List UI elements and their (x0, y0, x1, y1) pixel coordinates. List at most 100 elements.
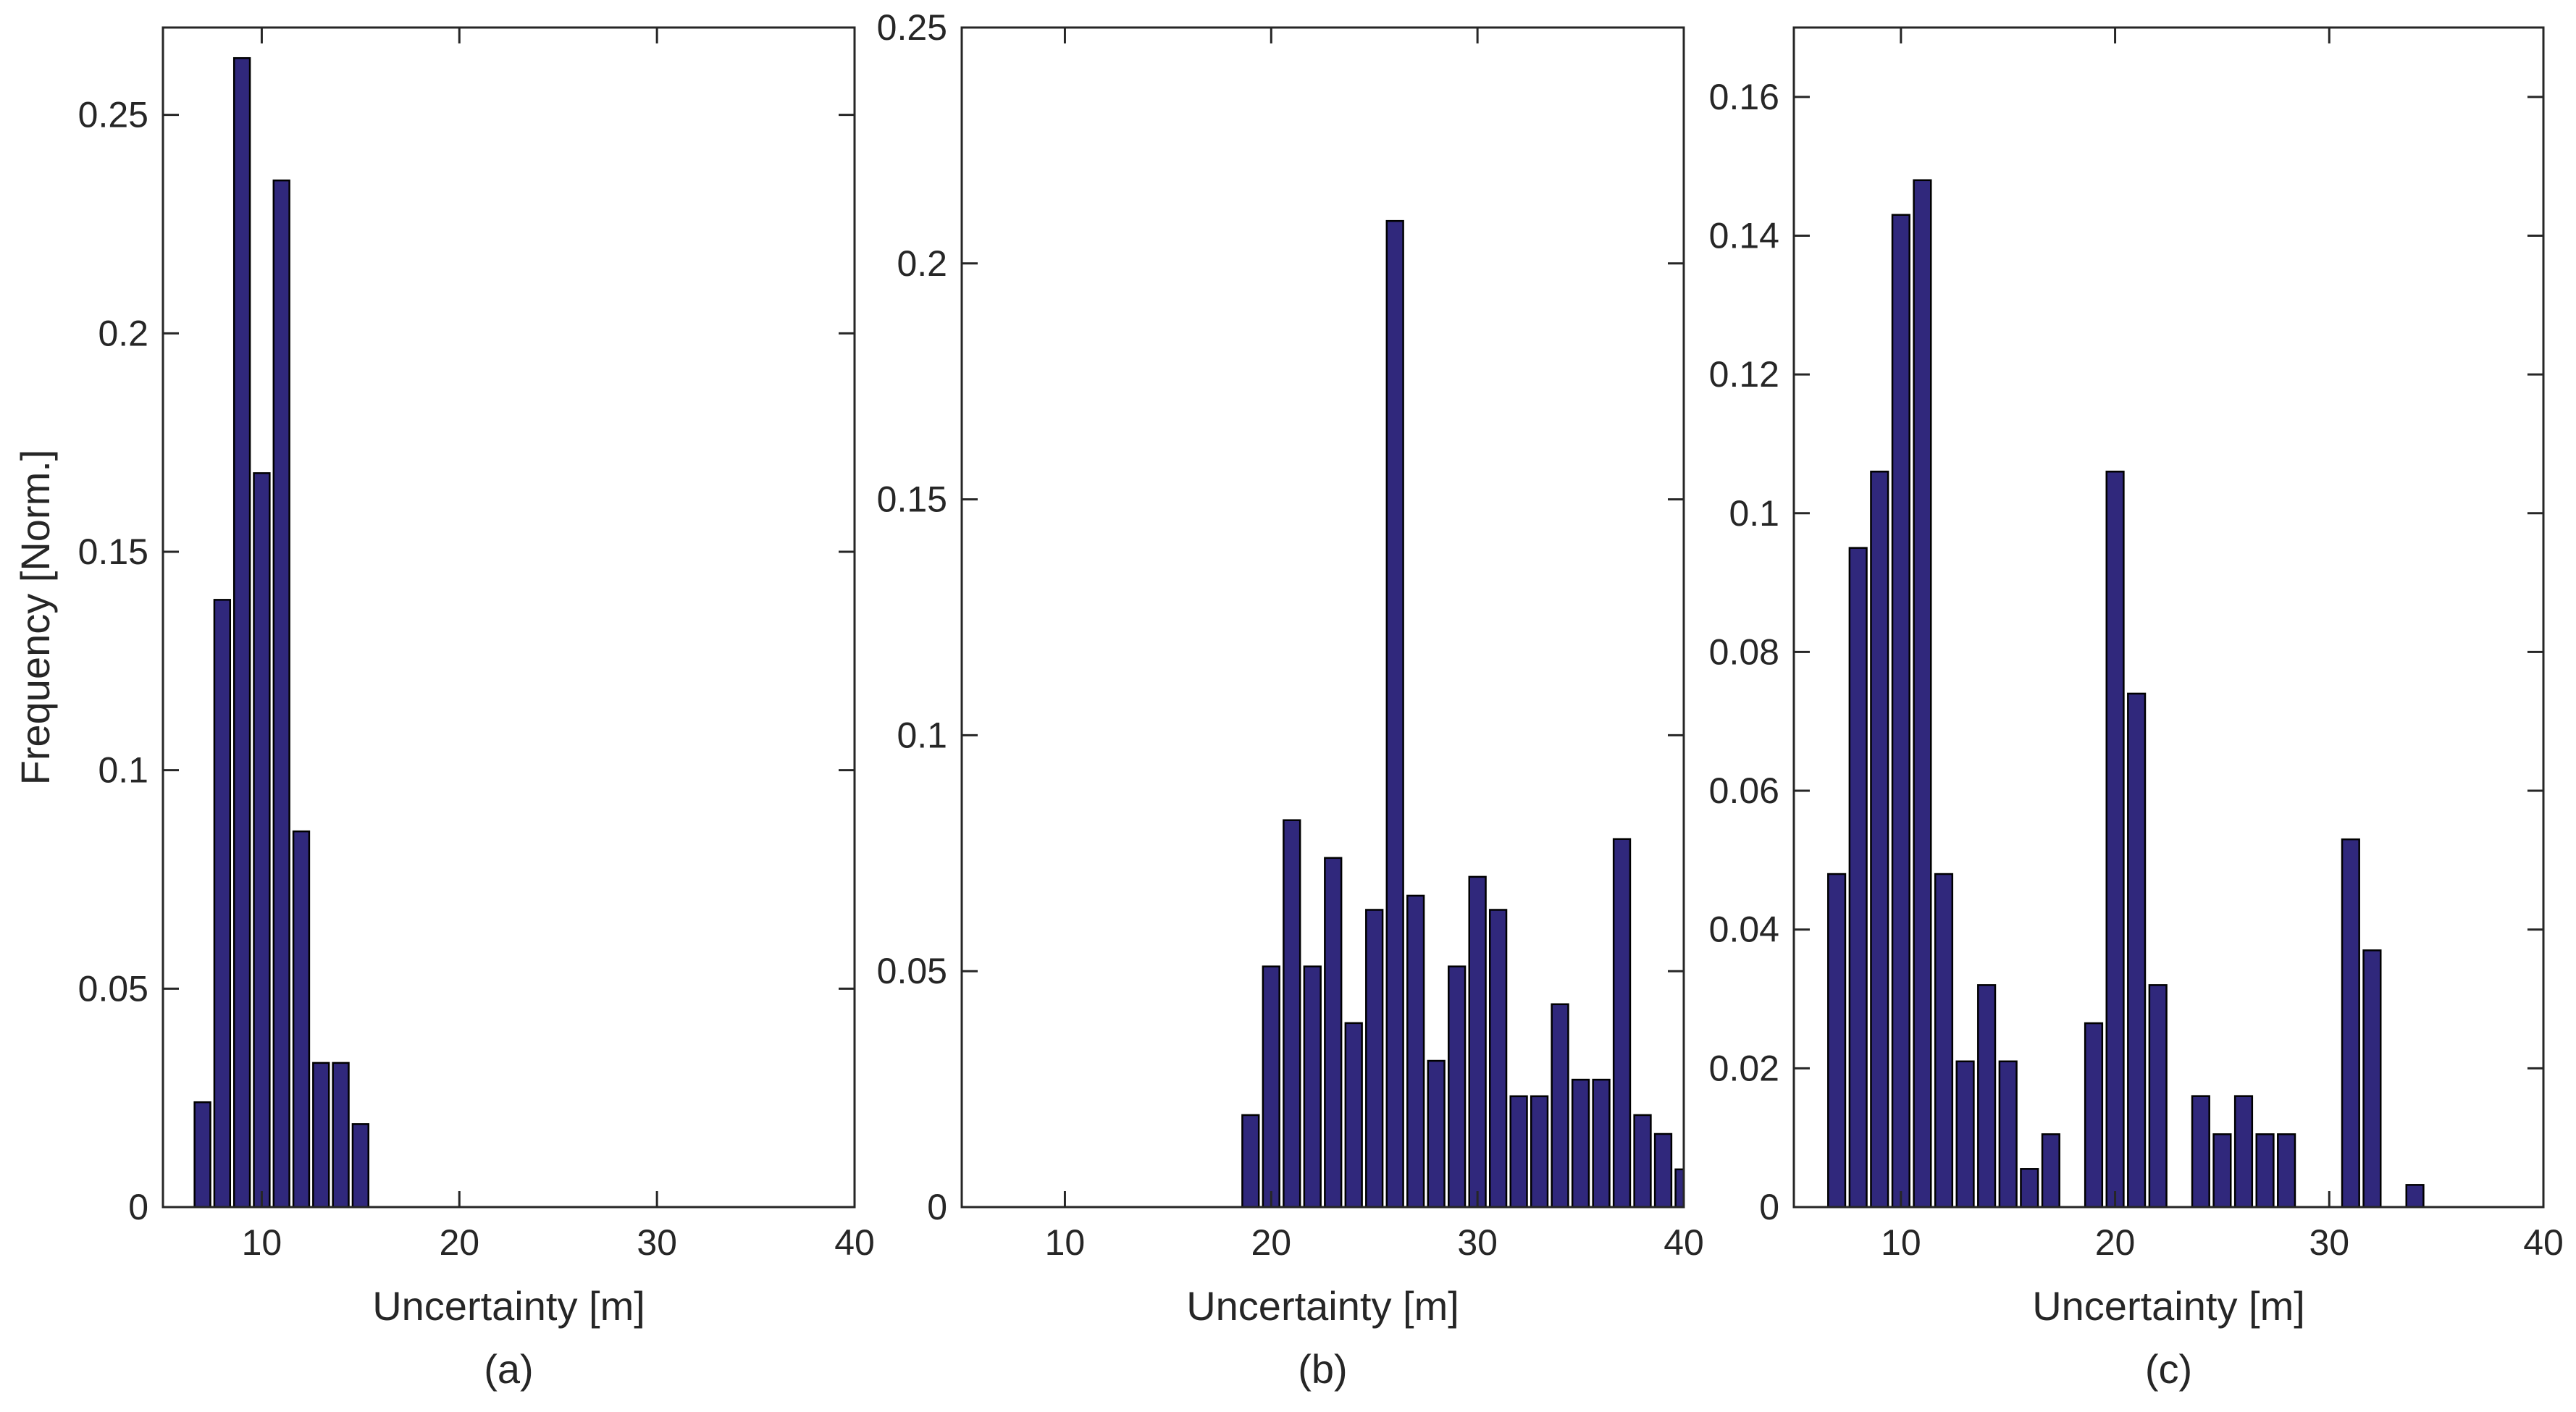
bar-b-39 (1653, 1132, 1673, 1209)
bar-c-15 (1998, 1060, 2018, 1209)
y-axis-label-a: Frequency [Norm.] (12, 450, 58, 786)
y-tick-label-c-2: 0.04 (1709, 909, 1779, 950)
bar-a-9 (232, 56, 251, 1209)
bar-c-14 (1977, 984, 1997, 1209)
y-tick-label-b-4: 0.2 (897, 243, 947, 284)
x-axis-label-a: Uncertainty [m] (372, 1283, 645, 1329)
bar-a-7 (193, 1101, 211, 1209)
chart-c: 10 20 30 40 0 0.02 0.04 0.06 0.08 0.1 0.12 0.14 0.16… (1709, 26, 2564, 1392)
y-tick-label-c-1: 0.02 (1709, 1048, 1779, 1088)
bar-c-20 (2105, 471, 2125, 1209)
x-axis-label-c: Uncertainty [m] (2032, 1283, 2305, 1329)
bar-c-34 (2405, 1184, 2425, 1209)
bar-a-10 (253, 472, 271, 1209)
x-tick-label-b-30: 30 (1457, 1222, 1498, 1263)
bar-a-12 (292, 830, 311, 1209)
y-tick-label-c-7: 0.14 (1709, 215, 1779, 256)
x-tick-label-c-40: 40 (2523, 1222, 2564, 1263)
chart-a: 10 20 30 40 0 0.05 0.1 0.15 0.2 0.25 Uncertainty [… (12, 26, 875, 1392)
bar-c-13 (1955, 1060, 1975, 1209)
bar-c-21 (2127, 692, 2147, 1209)
chart-b: 10 20 30 40 0 0.05 0.1 0.15 0.2 0.25 Uncertainty [… (877, 7, 1704, 1392)
bar-c-26 (2233, 1095, 2254, 1209)
bar-b-24 (1344, 1022, 1363, 1209)
bar-c-9 (1870, 471, 1889, 1209)
x-tick-label-a-30: 30 (637, 1222, 677, 1263)
bar-b-38 (1633, 1114, 1652, 1209)
x-tick-label-a-10: 10 (242, 1222, 282, 1263)
bar-c-10 (1891, 214, 1910, 1209)
x-tick-label-a-40: 40 (834, 1222, 875, 1263)
bar-c-28 (2277, 1133, 2296, 1209)
axes-frame-c (1792, 26, 2545, 1209)
bar-c-24 (2191, 1095, 2210, 1209)
bar-c-25 (2212, 1133, 2232, 1209)
bar-b-29 (1448, 965, 1467, 1209)
bar-b-36 (1592, 1078, 1611, 1209)
caption-b: (b) (1298, 1346, 1347, 1392)
bar-c-22 (2148, 984, 2168, 1209)
bar-a-13 (312, 1062, 330, 1209)
y-tick-label-c-6: 0.12 (1709, 354, 1779, 395)
bar-b-32 (1509, 1095, 1528, 1209)
bar-c-17 (2041, 1133, 2060, 1209)
bar-c-31 (2341, 838, 2360, 1209)
axes-frame-a (161, 26, 856, 1209)
y-tick-label-b-3: 0.15 (877, 479, 947, 520)
x-tick-label-c-30: 30 (2309, 1222, 2349, 1263)
y-tick-label-b-1: 0.05 (877, 951, 947, 991)
y-tick-label-c-5: 0.1 (1729, 493, 1779, 534)
bar-c-7 (1827, 873, 1847, 1209)
bar-a-8 (213, 599, 232, 1209)
bar-c-19 (2084, 1022, 2104, 1209)
bar-b-40 (1674, 1168, 1685, 1209)
bar-b-25 (1365, 909, 1384, 1209)
bar-b-19 (1241, 1114, 1260, 1209)
caption-a: (a) (484, 1346, 533, 1392)
bar-b-30 (1468, 875, 1487, 1209)
y-tick-label-a-4: 0.2 (98, 313, 148, 353)
bar-b-34 (1551, 1003, 1569, 1209)
x-tick-label-c-20: 20 (2095, 1222, 2136, 1263)
y-tick-label-b-2: 0.1 (897, 715, 947, 755)
bar-b-22 (1303, 965, 1322, 1209)
bar-c-8 (1848, 547, 1868, 1209)
caption-c: (c) (2145, 1346, 2192, 1392)
x-tick-label-a-20: 20 (439, 1222, 479, 1263)
y-tick-label-a-1: 0.05 (78, 968, 148, 1009)
bar-b-21 (1283, 819, 1301, 1209)
bar-b-20 (1262, 965, 1280, 1209)
bar-a-15 (351, 1123, 370, 1209)
bar-a-14 (332, 1062, 350, 1209)
y-tick-label-c-8: 0.16 (1709, 77, 1779, 117)
bar-c-16 (2020, 1168, 2039, 1209)
x-tick-label-b-10: 10 (1045, 1222, 1086, 1263)
x-tick-label-b-20: 20 (1251, 1222, 1291, 1263)
bar-b-23 (1324, 857, 1343, 1209)
y-tick-label-c-3: 0.06 (1709, 770, 1779, 811)
y-tick-label-c-4: 0.08 (1709, 631, 1779, 672)
y-tick-label-a-2: 0.1 (98, 750, 148, 791)
y-tick-label-a-0: 0 (128, 1187, 148, 1227)
bar-c-12 (1934, 873, 1954, 1209)
bar-b-31 (1488, 909, 1508, 1209)
bar-c-32 (2362, 949, 2382, 1209)
x-tick-label-c-10: 10 (1881, 1222, 1921, 1263)
y-tick-label-a-3: 0.15 (78, 531, 148, 572)
bar-b-28 (1427, 1059, 1446, 1209)
bar-b-26 (1385, 219, 1404, 1209)
axes-frame-b (960, 26, 1685, 1209)
x-tick-label-b-40: 40 (1664, 1222, 1704, 1263)
y-tick-label-b-5: 0.25 (877, 7, 947, 48)
bar-c-27 (2255, 1133, 2275, 1209)
bar-b-35 (1571, 1078, 1590, 1209)
y-tick-label-c-0: 0 (1759, 1187, 1779, 1227)
bar-b-27 (1406, 894, 1425, 1209)
y-tick-label-b-0: 0 (927, 1187, 947, 1227)
bar-a-11 (272, 179, 290, 1209)
bar-b-33 (1530, 1095, 1549, 1209)
y-tick-label-a-5: 0.25 (78, 95, 148, 135)
x-axis-label-b: Uncertainty [m] (1186, 1283, 1459, 1329)
bar-c-11 (1913, 179, 1932, 1209)
